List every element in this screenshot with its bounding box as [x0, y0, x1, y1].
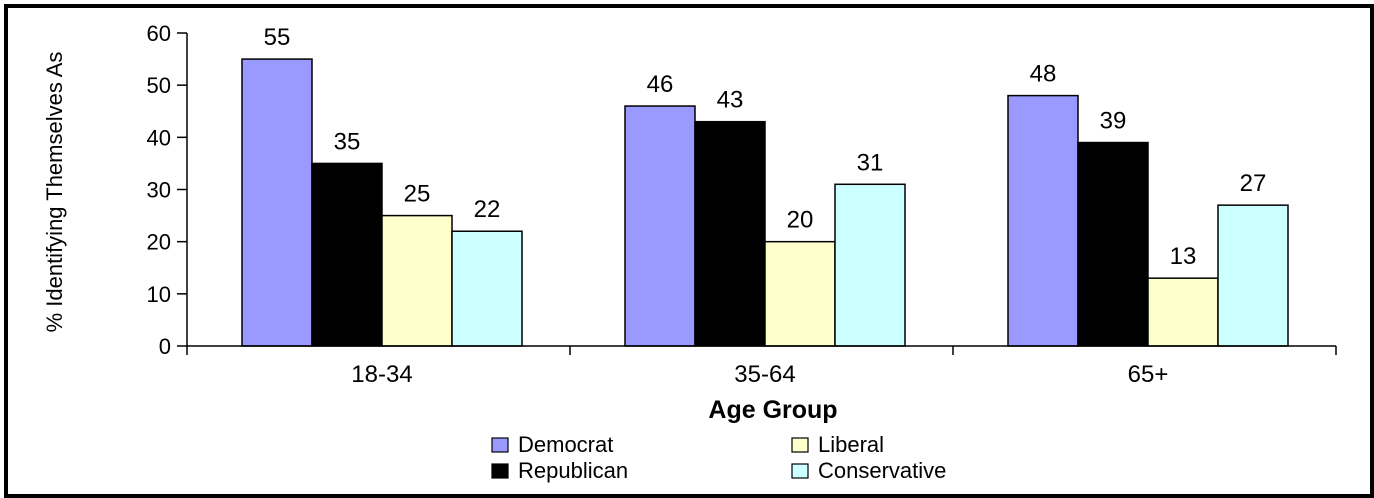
bar-liberal-35-64	[764, 240, 836, 347]
legend-label-democrat: Democrat	[518, 432, 613, 457]
bar-democrat-35-64	[624, 105, 696, 347]
data-label-conservative-65: 27	[1240, 170, 1267, 197]
y-axis-title: % Identifying Themselves As	[42, 52, 67, 333]
data-label-liberal-18-34: 25	[404, 181, 431, 208]
data-label-conservative-35-64: 31	[857, 149, 884, 176]
data-label-republican-18-34: 35	[334, 128, 361, 155]
axes-layer: 0 10 20 30 40 50 60 18-34 35-64 65+	[147, 21, 1337, 388]
data-label-conservative-18-34: 22	[474, 196, 501, 223]
bar-liberal-65	[1147, 277, 1219, 347]
legend-swatch-republican	[491, 463, 509, 479]
legend-label-republican: Republican	[518, 458, 628, 483]
data-label-liberal-65: 13	[1170, 243, 1197, 270]
legend-swatch-democrat	[491, 437, 509, 453]
y-tick-label-60: 60	[147, 21, 171, 46]
legend-label-liberal: Liberal	[818, 432, 884, 457]
bar-democrat-18-34	[241, 58, 313, 347]
data-label-republican-35-64: 43	[717, 87, 744, 114]
data-label-liberal-35-64: 20	[787, 207, 814, 234]
data-label-republican-65: 39	[1100, 108, 1127, 135]
chart: 55 35 25 22 46 43 20 31 48 39 13 27 0 10 20 30 40 50 60 18…	[42, 21, 1337, 483]
legend-label-conservative: Conservative	[818, 458, 946, 483]
chart-frame: 55 35 25 22 46 43 20 31 48 39 13 27 0 10 20 30 40 50 60 18…	[4, 4, 1374, 498]
bars-layer	[241, 58, 1289, 347]
y-tick-label-30: 30	[147, 178, 171, 203]
data-label-democrat-65: 48	[1030, 61, 1057, 88]
bar-republican-18-34	[311, 162, 383, 347]
x-tick-label-35-64: 35-64	[734, 361, 795, 388]
bar-republican-35-64	[694, 120, 766, 347]
bar-liberal-18-34	[381, 214, 453, 347]
data-label-democrat-35-64: 46	[647, 71, 674, 98]
y-tick-label-20: 20	[147, 230, 171, 255]
y-tick-label-40: 40	[147, 125, 171, 150]
data-label-democrat-18-34: 55	[264, 24, 291, 51]
x-axis-title: Age Group	[708, 396, 837, 424]
y-tick-label-0: 0	[159, 334, 171, 359]
bar-conservative-18-34	[451, 230, 523, 347]
legend-swatch-liberal	[791, 437, 809, 453]
y-tick-label-50: 50	[147, 73, 171, 98]
bar-conservative-65	[1217, 204, 1289, 347]
bar-republican-65	[1077, 141, 1149, 347]
x-tick-label-65: 65+	[1128, 361, 1169, 388]
bar-democrat-65	[1007, 94, 1079, 347]
y-tick-label-10: 10	[147, 282, 171, 307]
legend-swatch-conservative	[791, 463, 809, 479]
data-labels-layer: 55 35 25 22 46 43 20 31 48 39 13 27	[264, 24, 1267, 270]
x-tick-label-18-34: 18-34	[351, 361, 412, 388]
bar-conservative-35-64	[834, 183, 906, 347]
